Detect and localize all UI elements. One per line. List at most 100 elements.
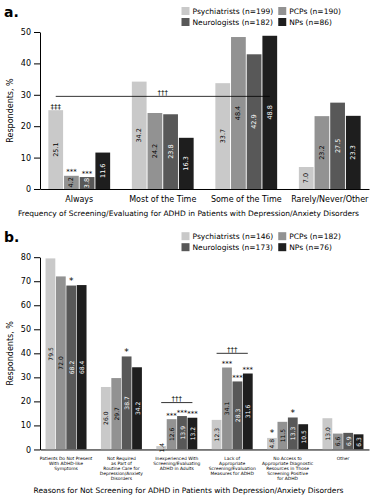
- bar: [354, 434, 364, 449]
- data-label: 48.4: [234, 106, 242, 120]
- y-tick-mark: [34, 32, 40, 33]
- data-label: 23.3: [349, 145, 357, 159]
- annotation: †††: [227, 346, 238, 354]
- panel-label: a.: [4, 4, 19, 20]
- x-tick: Not Requiredas Part ofRoutine Care forDe…: [100, 456, 143, 481]
- bar: [66, 286, 76, 450]
- x-tick-label: Rarely/Never/Other: [291, 195, 369, 204]
- bar: [188, 418, 198, 450]
- bar: [80, 177, 95, 189]
- data-label: 31.6: [244, 405, 251, 419]
- y-tick-label: 20: [21, 397, 31, 406]
- chart-container: a.01020304050AlwaysMost of the TimeSome …: [0, 0, 377, 500]
- legend-item: NPs (n=76): [278, 243, 332, 252]
- x-tick-label-line: Rarely/Never/Other: [291, 195, 369, 204]
- data-label: 25.1: [52, 142, 60, 156]
- x-tick: Some of the Time: [211, 195, 282, 204]
- y-tick: 10: [21, 421, 40, 430]
- bar: [299, 167, 314, 189]
- y-tick-label: 60: [21, 301, 31, 310]
- legend-swatch: [278, 7, 286, 15]
- chart-svg: a.01020304050AlwaysMost of the TimeSome …: [0, 0, 377, 500]
- legend-label: PCPs (n=182): [289, 232, 341, 241]
- bar: [343, 433, 353, 450]
- annotation: *: [124, 347, 129, 357]
- bar: [346, 116, 361, 189]
- data-label: 34.2: [135, 128, 143, 142]
- bar: [122, 356, 132, 449]
- x-tick-label: Not Requiredas Part ofRoutine Care forDe…: [100, 456, 143, 481]
- legend-item: Psychiatrists (n=146): [182, 232, 274, 241]
- x-tick-label: Some of the Time: [211, 195, 282, 204]
- data-label: 16.3: [182, 156, 190, 170]
- bars: [48, 36, 360, 189]
- bar-series: [80, 54, 345, 189]
- panel: a.01020304050AlwaysMost of the TimeSome …: [4, 4, 370, 218]
- annotation: ***: [177, 409, 188, 417]
- y-tick: 60: [21, 301, 40, 310]
- y-tick-label: 40: [21, 59, 31, 68]
- x-tick-label-line: Measures for ADHD: [211, 471, 255, 476]
- y-tick: 0: [26, 185, 40, 194]
- data-label: 38.7: [123, 396, 130, 410]
- data-label: 6.6: [334, 437, 341, 447]
- annotation: *: [291, 408, 296, 418]
- data-label: 1.4: [158, 443, 165, 453]
- data-label: 33.7: [219, 129, 227, 143]
- x-tick-label: No Access toAppropriate DiagnosticResour…: [262, 456, 314, 481]
- y-tick-mark: [34, 425, 40, 426]
- y-tick-mark: [34, 305, 40, 306]
- bar: [233, 381, 243, 449]
- y-tick-label: 10: [21, 421, 31, 430]
- x-axis-line: [41, 449, 370, 450]
- annotation: *: [69, 276, 74, 286]
- legend-item: PCPs (n=182): [278, 232, 341, 241]
- legend-item: PCPs (n=190): [278, 7, 341, 16]
- y-tick-mark: [34, 401, 40, 402]
- data-label: 6.9: [345, 436, 352, 446]
- legend-swatch: [182, 243, 190, 251]
- y-tick-label: 50: [21, 28, 31, 37]
- x-tick-label-line: Symptoms: [54, 466, 78, 471]
- bar: [132, 367, 142, 449]
- data-label: 12.3: [213, 428, 220, 442]
- bar: [231, 37, 246, 189]
- data-labels: 79.526.01.412.34.813.072.029.712.634.111…: [47, 347, 362, 453]
- y-tick-mark: [34, 126, 40, 127]
- data-label: 23.8: [167, 144, 175, 158]
- data-label: 4.2: [67, 177, 75, 187]
- y-axis-line: [40, 33, 41, 190]
- data-label: 13.0: [324, 427, 331, 441]
- data-label: 68.2: [68, 361, 75, 375]
- data-label: 11.5: [279, 429, 286, 443]
- legend: Psychiatrists (n=146)PCPs (n=182)Neurolo…: [182, 232, 341, 252]
- panel: b.01020304050607080Patients Do Not Prese…: [4, 229, 370, 495]
- y-tick-mark: [34, 449, 40, 450]
- legend: Psychiatrists (n=199)PCPs (n=190)Neurolo…: [182, 7, 341, 27]
- annotation: †††: [157, 89, 168, 97]
- annotation: *: [270, 428, 275, 438]
- bar: [177, 416, 187, 449]
- y-tick-mark: [34, 377, 40, 378]
- y-tick-mark: [34, 189, 40, 190]
- bar: [277, 422, 287, 450]
- bar: [148, 113, 163, 189]
- legend-swatch: [278, 18, 286, 26]
- x-tick: Always: [65, 195, 93, 204]
- x-tick-label-line: ADHD in Adults: [160, 466, 195, 471]
- data-label: 13.9: [179, 426, 186, 440]
- legend-item: Psychiatrists (n=199): [182, 7, 274, 16]
- y-tick-label: 30: [21, 373, 31, 382]
- y-tick: 80: [21, 253, 40, 262]
- data-label: 28.3: [234, 409, 241, 423]
- bar-series: [46, 258, 333, 449]
- bar: [132, 82, 147, 189]
- x-axis-title: Reasons for Not Screening for ADHD in Pa…: [34, 486, 344, 495]
- data-label: 27.5: [334, 139, 342, 153]
- bar: [215, 83, 230, 189]
- x-tick: No Access toAppropriate DiagnosticResour…: [262, 456, 314, 481]
- y-tick-label: 80: [21, 253, 31, 262]
- y-tick: 30: [21, 91, 40, 100]
- bar: [64, 176, 79, 189]
- bar: [56, 276, 66, 449]
